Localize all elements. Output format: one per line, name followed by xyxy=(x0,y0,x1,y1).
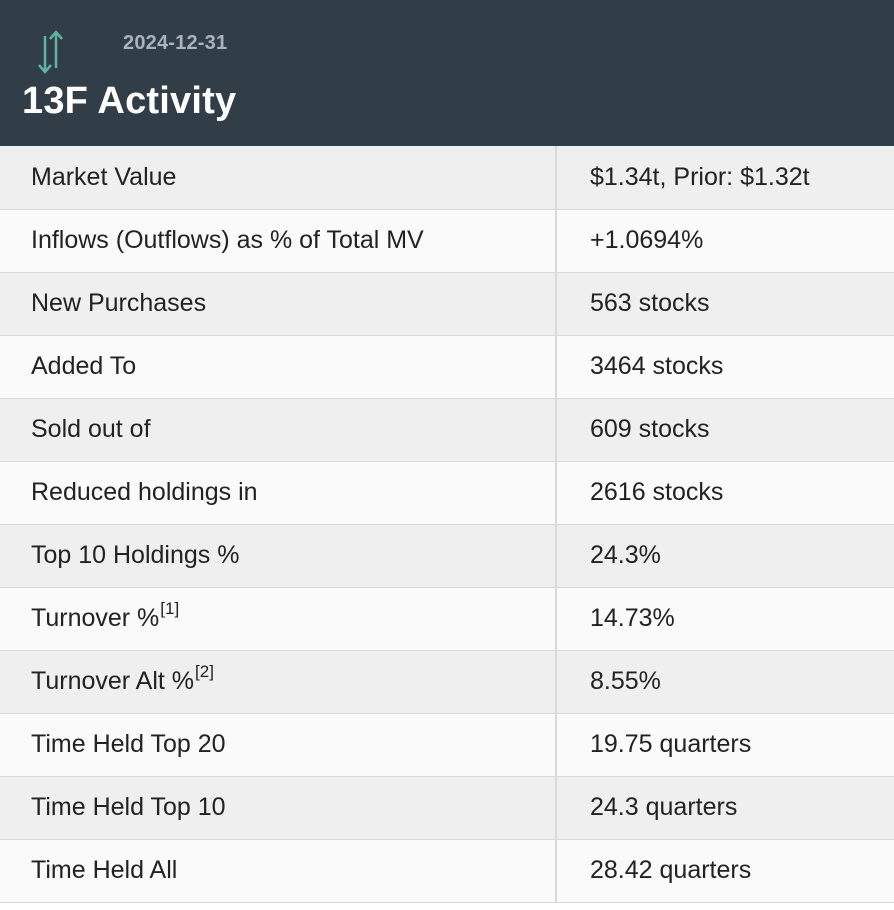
table-row: Market Value $1.34t, Prior: $1.32t xyxy=(0,146,894,210)
table-row: Inflows (Outflows) as % of Total MV +1.0… xyxy=(0,209,894,273)
row-value-top-10-holdings: 24.3% xyxy=(556,524,894,588)
table-row: Reduced holdings in 2616 stocks xyxy=(0,461,894,525)
row-label-top-10-holdings: Top 10 Holdings % xyxy=(0,524,557,588)
row-value-sold-out: 609 stocks xyxy=(556,398,894,462)
up-down-arrows-icon xyxy=(38,30,63,74)
row-value-reduced-holdings: 2616 stocks xyxy=(556,461,894,525)
table-row: Time Held Top 20 19.75 quarters xyxy=(0,713,894,777)
activity-stats-table: Market Value $1.34t, Prior: $1.32t Inflo… xyxy=(0,146,894,903)
row-label-turnover-alt: Turnover Alt %[2] xyxy=(0,650,557,714)
page-title: 13F Activity xyxy=(22,80,237,122)
row-label-new-purchases: New Purchases xyxy=(0,272,557,336)
report-date: 2024-12-31 xyxy=(123,32,228,54)
row-value-turnover: 14.73% xyxy=(556,587,894,651)
row-label-inflows: Inflows (Outflows) as % of Total MV xyxy=(0,209,557,273)
table-row: Added To 3464 stocks xyxy=(0,335,894,399)
row-label-reduced-holdings: Reduced holdings in xyxy=(0,461,557,525)
turnover-alt-label-text: Turnover Alt % xyxy=(31,667,195,695)
table-row: Time Held All 28.42 quarters xyxy=(0,839,894,903)
row-label-market-value: Market Value xyxy=(0,146,557,210)
row-label-turnover: Turnover %[1] xyxy=(0,587,557,651)
row-value-market-value: $1.34t, Prior: $1.32t xyxy=(556,146,894,210)
row-label-added-to: Added To xyxy=(0,335,557,399)
row-value-new-purchases: 563 stocks xyxy=(556,272,894,336)
activity-header: 2024-12-31 13F Activity xyxy=(0,0,894,146)
footnote-ref-2[interactable]: [2] xyxy=(195,662,214,681)
row-value-added-to: 3464 stocks xyxy=(556,335,894,399)
table-row: Turnover Alt %[2] 8.55% xyxy=(0,650,894,714)
table-row: Sold out of 609 stocks xyxy=(0,398,894,462)
table-row: Turnover %[1] 14.73% xyxy=(0,587,894,651)
footnote-ref-1[interactable]: [1] xyxy=(160,599,180,618)
row-label-sold-out: Sold out of xyxy=(0,398,557,462)
table-row: Top 10 Holdings % 24.3% xyxy=(0,524,894,588)
row-label-time-held-all: Time Held All xyxy=(0,839,557,903)
row-label-time-held-top-20: Time Held Top 20 xyxy=(0,713,557,777)
row-label-time-held-top-10: Time Held Top 10 xyxy=(0,776,557,840)
table-row: Time Held Top 10 24.3 quarters xyxy=(0,776,894,840)
row-value-inflows: +1.0694% xyxy=(556,209,894,273)
turnover-label-text: Turnover % xyxy=(31,604,160,632)
row-value-time-held-top-10: 24.3 quarters xyxy=(556,776,894,840)
row-value-time-held-top-20: 19.75 quarters xyxy=(556,713,894,777)
table-row: New Purchases 563 stocks xyxy=(0,272,894,336)
row-value-time-held-all: 28.42 quarters xyxy=(556,839,894,903)
row-value-turnover-alt: 8.55% xyxy=(556,650,894,714)
